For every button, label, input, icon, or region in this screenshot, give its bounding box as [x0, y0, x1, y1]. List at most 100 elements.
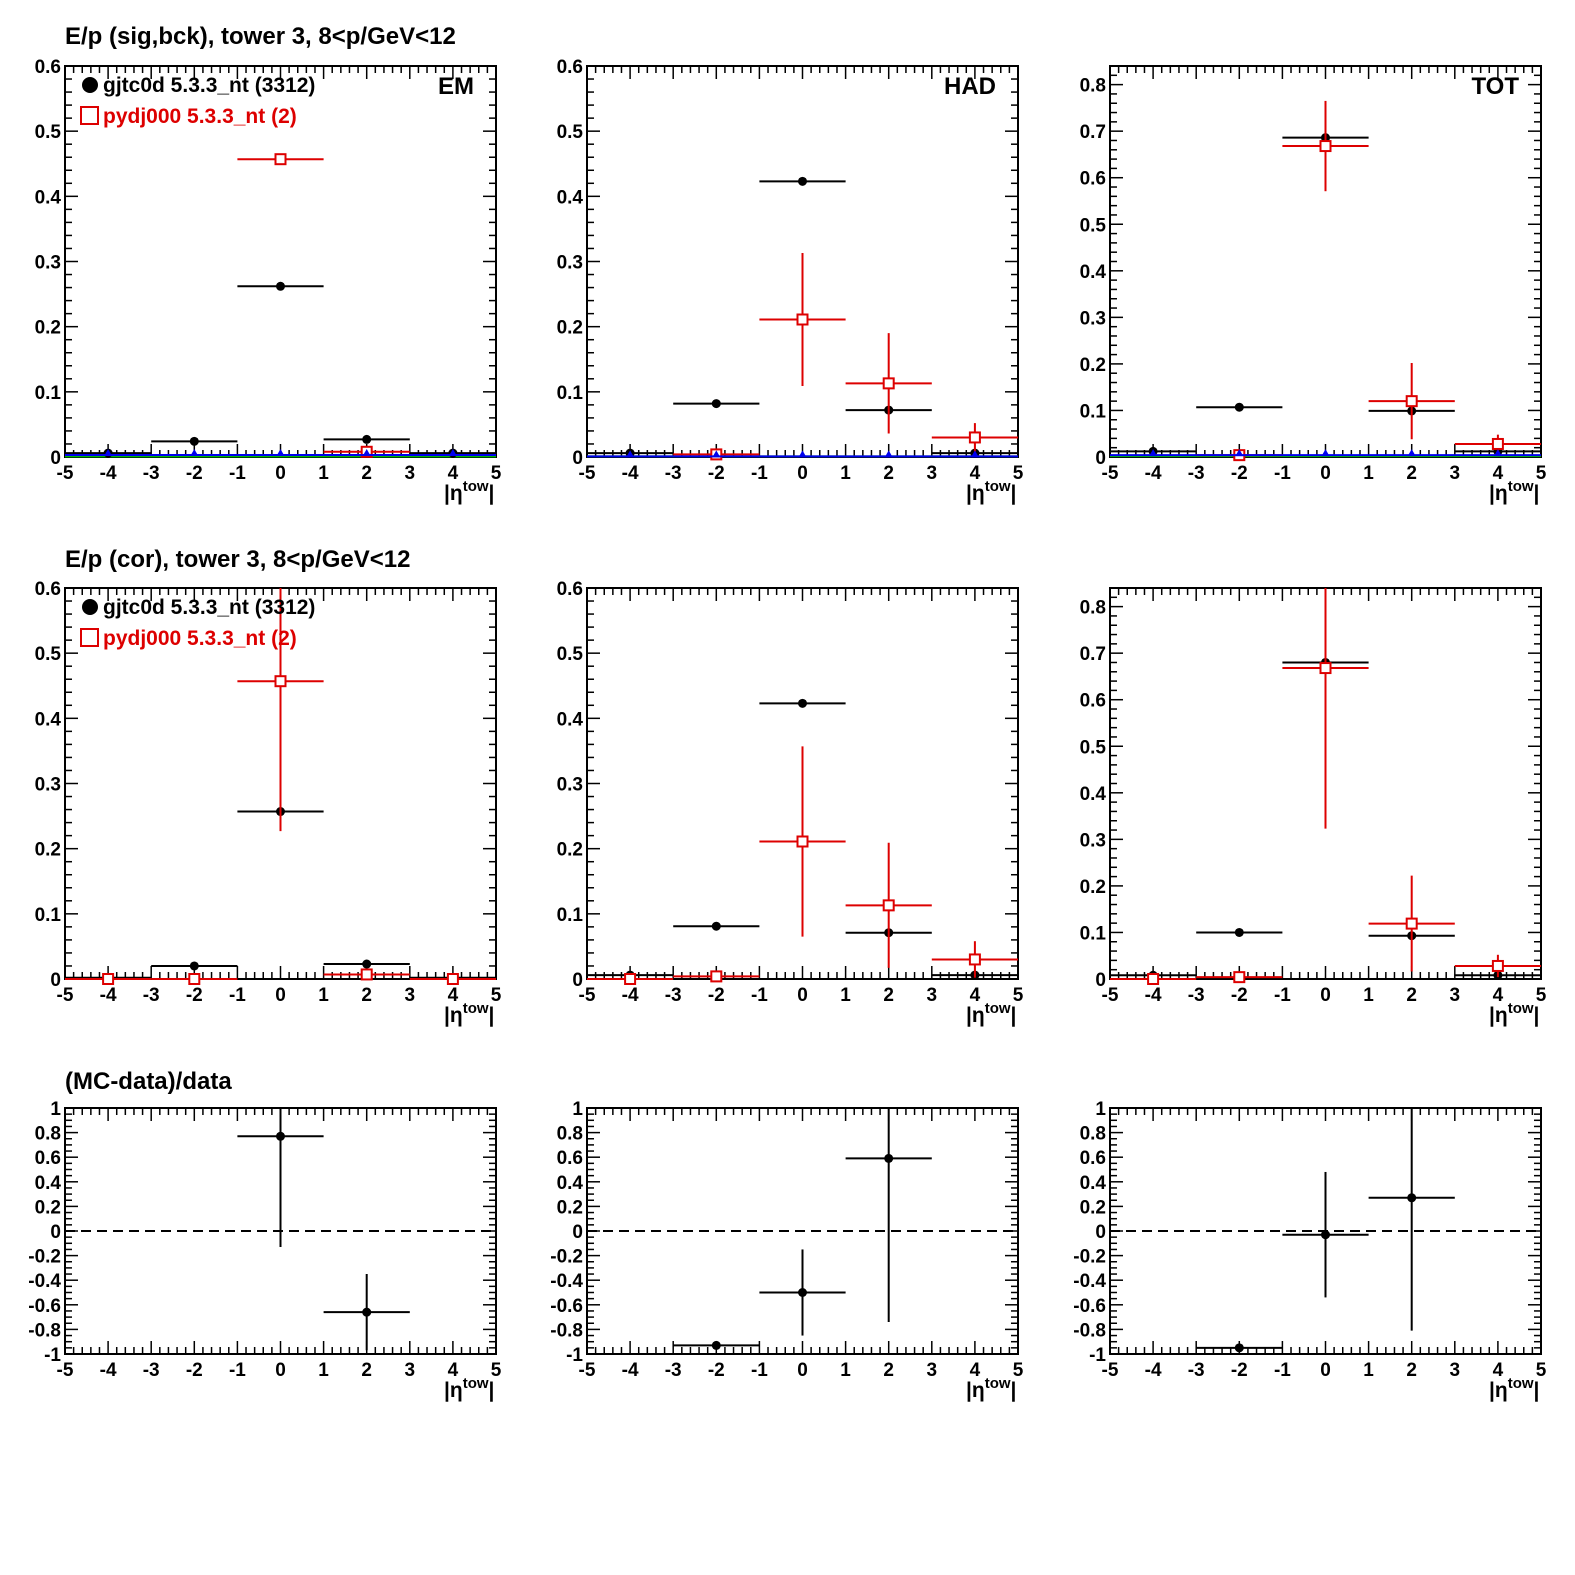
x-tick-label-m5: -5: [57, 463, 74, 484]
data-point: [189, 436, 199, 446]
x-tick-label-2: 2: [883, 985, 894, 1006]
y-tick-label-0p6: 0.6: [557, 579, 583, 600]
x-tick-label-1: 1: [1363, 463, 1374, 484]
data-point: [189, 961, 199, 971]
series-triangle-2: [587, 450, 1018, 458]
x-axis-title-sup: tow: [985, 1000, 1011, 1017]
mc-point: [1405, 395, 1418, 408]
y-tick-label-0p1: 0.1: [35, 383, 62, 404]
data-point: [362, 1307, 372, 1317]
x-axis-title: |ηtow|: [444, 1000, 494, 1027]
data-point: [711, 921, 721, 931]
legend: gjtc0d 5.3.3_nt (3312) pydj000 5.3.3_nt (…: [80, 74, 315, 128]
y-tick-label-m0p4: -0.4: [28, 1271, 61, 1292]
x-tick-label-1: 1: [840, 463, 851, 484]
x-axis-title-sup: tow: [1508, 1375, 1534, 1392]
mc-point: [968, 431, 981, 444]
x-tick-label-m2: -2: [708, 463, 725, 484]
background-point: [1235, 449, 1244, 457]
x-tick-label-m1: -1: [1274, 1360, 1291, 1381]
x-tick-label-m2: -2: [1231, 1360, 1248, 1381]
x-tick-label-2: 2: [883, 463, 894, 484]
mc-point: [1319, 140, 1332, 153]
mc-point: [796, 313, 809, 326]
y-tick-label-m0p4: -0.4: [1073, 1271, 1106, 1292]
mc-point: [796, 835, 809, 848]
mc-point: [624, 973, 637, 985]
x-tick-label-m4: -4: [1145, 463, 1162, 484]
y-tick-label-0p1: 0.1: [1080, 401, 1107, 422]
x-tick-label-0: 0: [1320, 985, 1331, 1006]
legend-mc-label: pydj000 5.3.3_nt (2): [103, 105, 297, 128]
y-tick-label-0p7: 0.7: [1080, 644, 1106, 665]
x-tick-label-4: 4: [448, 463, 459, 484]
data-point: [884, 1153, 894, 1163]
y-tick-label-0: 0: [50, 970, 61, 991]
x-axis-title-main: |η: [444, 482, 463, 505]
y-tick-label-0p6: 0.6: [557, 57, 583, 78]
mc-point: [968, 953, 981, 966]
x-tick-label-m2: -2: [708, 1360, 725, 1381]
y-tick-label-0p8: 0.8: [35, 1124, 61, 1145]
x-axis-title: |ηtow|: [444, 1375, 494, 1402]
y-tick-label-1: 1: [50, 1099, 61, 1120]
x-tick-label-2: 2: [361, 985, 372, 1006]
background-point: [190, 449, 199, 457]
x-tick-label-m5: -5: [1102, 985, 1119, 1006]
series-square-1: [1196, 100, 1541, 462]
background-point: [1149, 449, 1158, 457]
mc-point: [274, 675, 287, 688]
x-tick-label-2: 2: [1406, 985, 1417, 1006]
panel-r1-c1: -5 -4 -3 -2 -1 0 1 2 3 4 5 0 0.1 0.2 0.3 0.4 0.5 0.6 |ηtow…: [557, 579, 1024, 1027]
corner-label-had: HAD: [944, 73, 996, 100]
x-tick-label-4: 4: [1493, 1360, 1504, 1381]
y-tick-label-0p4: 0.4: [35, 1173, 62, 1194]
series-triangle-2: [65, 449, 496, 457]
series-square-1: [587, 746, 1018, 985]
x-tick-label-m1: -1: [1274, 463, 1291, 484]
x-tick-label-m5: -5: [57, 985, 74, 1006]
series-square-1: [1110, 588, 1541, 985]
x-axis-title: |ηtow|: [966, 478, 1016, 505]
background-point: [1407, 449, 1416, 457]
x-axis-title-end: |: [1011, 482, 1017, 505]
x-tick-label-5: 5: [1013, 985, 1024, 1006]
x-tick-label-1: 1: [318, 463, 329, 484]
mc-point: [1319, 662, 1332, 675]
legend-data-marker: [82, 77, 98, 93]
x-tick-label-m3: -3: [1188, 985, 1205, 1006]
x-tick-label-0: 0: [275, 1360, 286, 1381]
row-title-cor: E/p (cor), tower 3, 8<p/GeV<12: [65, 546, 410, 573]
mc-point: [102, 973, 115, 985]
x-tick-label-0: 0: [275, 463, 286, 484]
x-axis-title: |ηtow|: [966, 1000, 1016, 1027]
corner-label-em: EM: [438, 73, 474, 100]
data-point: [1321, 1230, 1330, 1240]
y-tick-label-0p5: 0.5: [1080, 737, 1107, 758]
y-tick-label-0p8: 0.8: [1080, 1124, 1106, 1145]
x-tick-label-4: 4: [448, 985, 459, 1006]
x-axis-title-sup: tow: [463, 478, 489, 495]
x-axis-title-main: |η: [1489, 482, 1508, 505]
y-tick-label-0p4: 0.4: [35, 187, 62, 208]
y-tick-label-0p4: 0.4: [35, 709, 62, 730]
x-tick-label-2: 2: [883, 1360, 894, 1381]
mc-point: [1233, 971, 1246, 984]
row-title-sig-bck: E/p (sig,bck), tower 3, 8<p/GeV<12: [65, 23, 456, 50]
background-point: [1493, 449, 1502, 457]
y-tick-label-0p2: 0.2: [1080, 355, 1106, 376]
panel-r2-c0: -5 -4 -3 -2 -1 0 1 2 3 4 5 -1 -0.8 -0.6 -0.4 -0.2 0 0.2 0.…: [28, 1099, 501, 1402]
background-point: [626, 450, 635, 458]
x-axis-title-end: |: [1534, 1379, 1540, 1402]
x-axis-title-end: |: [1534, 1004, 1540, 1027]
series-square-1: [673, 253, 1018, 461]
x-axis-title-sup: tow: [463, 1000, 489, 1017]
x-axis-title-end: |: [1534, 482, 1540, 505]
x-axis-title-main: |η: [444, 1004, 463, 1027]
x-axis-title-end: |: [1011, 1379, 1017, 1402]
y-tick-label-0p2: 0.2: [35, 318, 61, 339]
x-tick-label-m2: -2: [186, 463, 203, 484]
data-point: [276, 281, 285, 291]
y-tick-label-0: 0: [572, 1222, 583, 1243]
legend: gjtc0d 5.3.3_nt (3312) pydj000 5.3.3_nt (…: [80, 596, 315, 650]
